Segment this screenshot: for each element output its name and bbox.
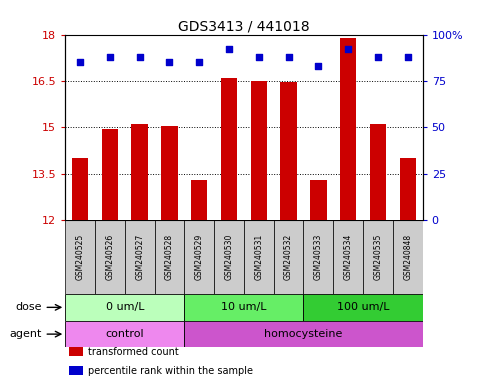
Point bbox=[374, 54, 382, 60]
Point bbox=[225, 46, 233, 53]
Bar bbox=[65, 321, 185, 348]
Bar bbox=[185, 321, 423, 348]
Bar bbox=[340, 38, 356, 220]
Bar bbox=[281, 83, 297, 220]
Point bbox=[404, 54, 412, 60]
Bar bbox=[65, 294, 185, 321]
Bar bbox=[131, 124, 148, 220]
Bar bbox=[72, 158, 88, 220]
Text: GSM240535: GSM240535 bbox=[373, 234, 383, 280]
Bar bbox=[251, 81, 267, 220]
Bar bbox=[303, 220, 333, 294]
Point bbox=[76, 59, 84, 65]
Text: GSM240527: GSM240527 bbox=[135, 234, 144, 280]
Bar bbox=[363, 220, 393, 294]
Bar bbox=[244, 220, 274, 294]
Point bbox=[314, 63, 322, 69]
Bar bbox=[102, 129, 118, 220]
Bar bbox=[69, 366, 83, 375]
Text: percentile rank within the sample: percentile rank within the sample bbox=[88, 366, 254, 376]
Text: dose: dose bbox=[15, 302, 42, 312]
Bar bbox=[370, 124, 386, 220]
Text: GSM240530: GSM240530 bbox=[225, 234, 233, 280]
Point bbox=[285, 54, 293, 60]
Bar bbox=[399, 158, 416, 220]
Point bbox=[106, 54, 114, 60]
Text: GSM240526: GSM240526 bbox=[105, 234, 114, 280]
Text: transformed count: transformed count bbox=[88, 347, 179, 357]
Text: 10 um/L: 10 um/L bbox=[221, 302, 267, 312]
Bar bbox=[221, 78, 237, 220]
Text: 100 um/L: 100 um/L bbox=[337, 302, 389, 312]
Title: GDS3413 / 441018: GDS3413 / 441018 bbox=[178, 20, 310, 33]
Bar bbox=[333, 220, 363, 294]
Bar bbox=[125, 220, 155, 294]
Text: homocysteine: homocysteine bbox=[264, 329, 342, 339]
Bar bbox=[185, 294, 303, 321]
Bar bbox=[214, 220, 244, 294]
Point bbox=[166, 59, 173, 65]
Bar bbox=[310, 180, 327, 220]
Text: GSM240529: GSM240529 bbox=[195, 234, 204, 280]
Point bbox=[195, 59, 203, 65]
Bar bbox=[155, 220, 185, 294]
Point bbox=[344, 46, 352, 53]
Text: GSM240528: GSM240528 bbox=[165, 234, 174, 280]
Bar bbox=[303, 294, 423, 321]
Bar bbox=[161, 126, 178, 220]
Bar bbox=[69, 348, 83, 356]
Text: GSM240525: GSM240525 bbox=[76, 234, 85, 280]
Text: agent: agent bbox=[9, 329, 42, 339]
Point bbox=[136, 54, 143, 60]
Text: GSM240532: GSM240532 bbox=[284, 234, 293, 280]
Bar bbox=[95, 220, 125, 294]
Bar bbox=[274, 220, 303, 294]
Point bbox=[255, 54, 263, 60]
Text: 0 um/L: 0 um/L bbox=[105, 302, 144, 312]
Text: GSM240531: GSM240531 bbox=[255, 234, 263, 280]
Text: GSM240533: GSM240533 bbox=[314, 234, 323, 280]
Text: GSM240534: GSM240534 bbox=[344, 234, 353, 280]
Text: GSM240848: GSM240848 bbox=[403, 234, 412, 280]
Bar bbox=[65, 220, 95, 294]
Text: control: control bbox=[105, 329, 144, 339]
Bar bbox=[393, 220, 423, 294]
Bar bbox=[185, 220, 214, 294]
Bar bbox=[191, 180, 207, 220]
